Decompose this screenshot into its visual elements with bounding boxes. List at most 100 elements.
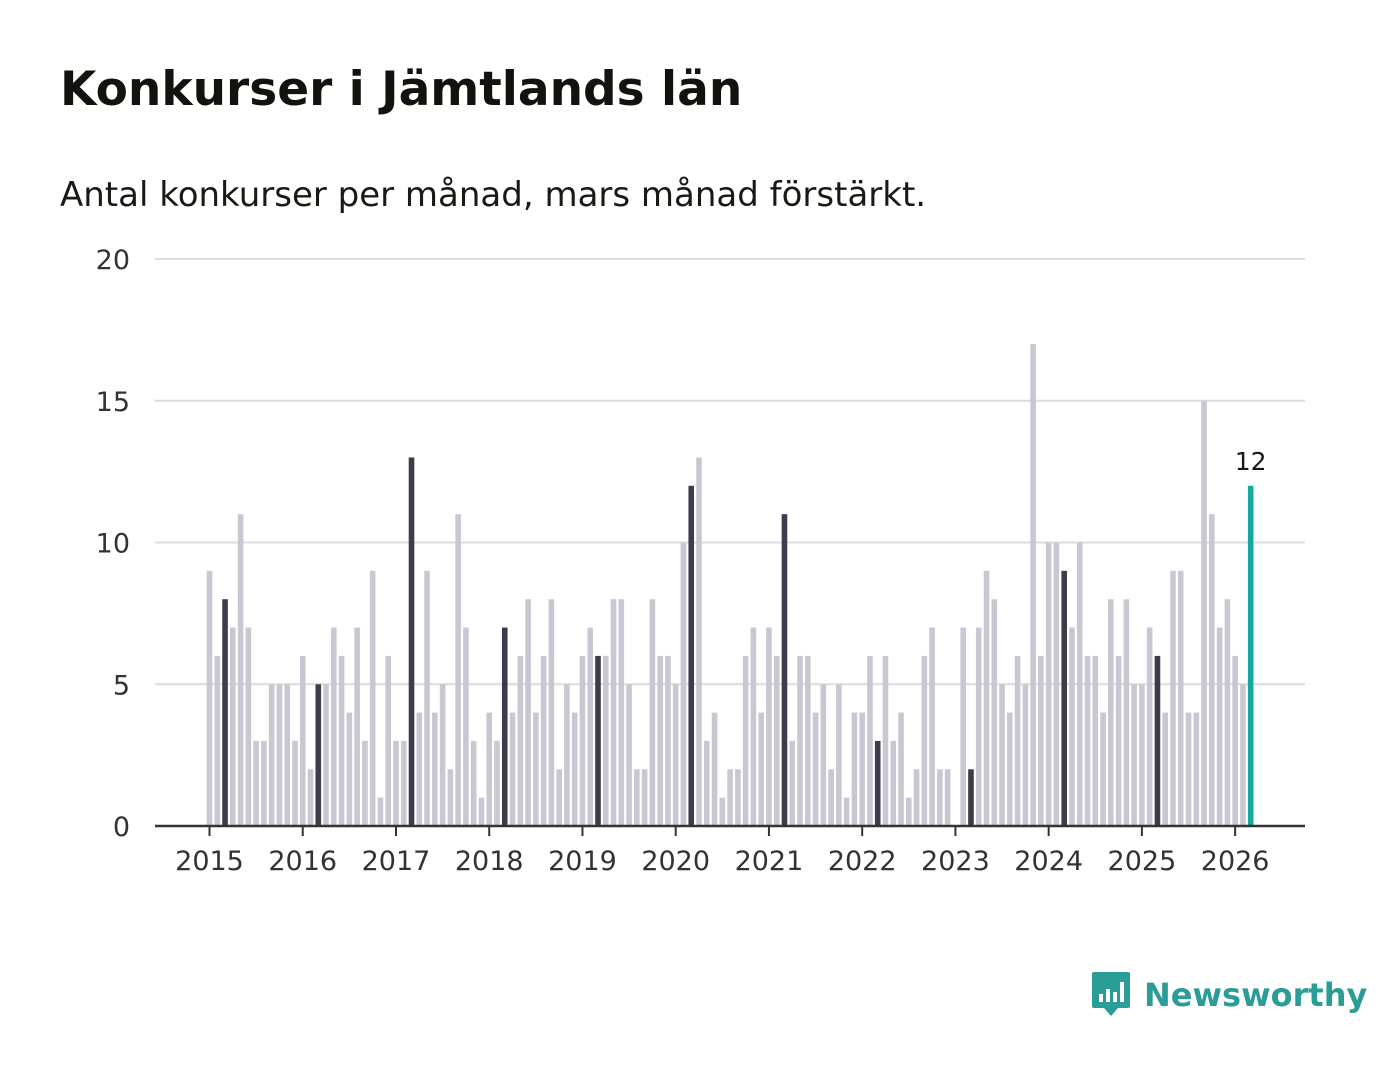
bar-2020-04 [696,457,702,826]
bar-2024-06 [1084,655,1091,826]
bar-2024-01 [1045,542,1052,826]
bar-2019-02 [587,627,594,826]
bar-2020-08 [727,769,733,826]
x-tick-label: 2022 [828,846,897,877]
x-tick-label: 2015 [175,846,244,877]
bar-2020-03 [688,485,695,826]
bar-2026-01 [1232,655,1238,826]
y-tick-label: 5 [113,670,130,701]
x-tick-label: 2026 [1201,846,1270,877]
x-tick-label: 2017 [362,846,431,877]
bar-2021-11 [843,797,850,826]
bar-2019-06 [618,599,625,826]
bar-2024-04 [1069,627,1075,826]
bar-2020-10 [742,655,749,826]
bar-2015-07 [253,740,259,826]
bar-2021-10 [836,684,842,826]
bar-2024-02 [1053,542,1060,826]
bar-2018-08 [540,655,547,826]
y-tick-label: 20 [96,245,130,276]
bar-2015-10 [276,684,283,826]
bar-2022-09 [921,655,928,826]
bar-2019-08 [634,769,640,826]
latest-value-label: 12 [1235,447,1267,476]
x-tick-label: 2016 [268,846,337,877]
bar-2015-08 [261,740,267,826]
bar-2023-06 [991,599,998,826]
bar-2023-02 [960,627,966,826]
bar-2020-11 [750,627,757,826]
bar-2021-03 [781,514,788,826]
bar-2016-08 [354,627,360,826]
bar-2024-10 [1115,655,1122,826]
bar-2018-05 [517,655,524,826]
bar-2025-04 [1162,712,1169,826]
x-tick-label: 2024 [1014,846,1083,877]
bar-2015-05 [237,514,244,826]
bar-2017-03 [408,457,415,826]
bar-2015-02 [214,655,221,826]
bar-2023-12 [1038,655,1044,826]
bar-2026-03 [1247,485,1254,826]
bar-2015-01 [206,570,213,826]
bar-2016-02 [307,769,314,826]
bar-2019-07 [626,684,632,826]
bar-2024-09 [1108,599,1114,826]
bar-2022-04 [882,655,889,826]
brand-name: Newsworthy [1144,976,1368,1014]
bar-2022-10 [929,627,935,826]
bar-2017-10 [463,627,469,826]
bar-2017-08 [447,769,454,826]
bar-2018-07 [533,712,539,826]
bar-2016-09 [362,740,368,826]
bar-2020-06 [711,712,718,826]
bar-2015-04 [230,627,236,826]
bar-2021-01 [766,627,772,826]
bar-2017-12 [478,797,485,826]
bar-2021-09 [828,769,834,826]
bar-2020-09 [735,769,741,826]
bar-2021-04 [789,740,796,826]
bar-2017-05 [424,570,430,826]
y-tick-label: 0 [113,812,130,843]
bar-2025-09 [1201,400,1207,826]
bar-2016-07 [346,712,353,826]
bar-2025-12 [1224,599,1231,826]
bar-2020-12 [758,712,764,826]
bar-2018-04 [509,712,516,826]
bar-2022-07 [906,797,912,826]
bar-2023-08 [1007,712,1013,826]
x-tick-label: 2025 [1108,846,1177,877]
bar-2018-02 [494,740,500,826]
y-tick-label: 10 [96,529,130,560]
bar-2020-07 [719,797,726,826]
bar-2021-08 [820,684,827,826]
bar-2020-02 [680,542,687,826]
bar-2024-07 [1092,655,1099,826]
bar-2019-12 [665,655,671,826]
bar-2015-09 [268,684,275,826]
bar-2018-10 [556,769,562,826]
bar-2019-03 [595,655,601,826]
bar-2017-07 [439,684,446,826]
bar-2024-11 [1123,599,1130,826]
bar-2017-04 [416,712,423,826]
x-tick-label: 2019 [548,846,617,877]
bar-2016-05 [331,627,337,826]
bar-2022-02 [867,655,873,826]
chart-title: Konkurser i Jämtlands län [60,62,743,117]
bar-2022-03 [874,740,881,826]
bar-2019-01 [579,655,586,826]
bar-2019-04 [602,655,609,826]
bar-2018-03 [501,627,508,826]
bar-2023-04 [975,627,982,826]
brand-logo[interactable]: Newsworthy [1090,970,1367,1020]
bar-2015-11 [284,684,290,826]
bar-2024-08 [1100,712,1106,826]
bar-2021-06 [804,655,811,826]
x-tick-label: 2020 [641,846,710,877]
bar-2022-12 [944,769,951,826]
bar-2018-01 [486,712,493,826]
bar-2019-10 [649,599,656,826]
bar-2018-06 [525,599,531,826]
